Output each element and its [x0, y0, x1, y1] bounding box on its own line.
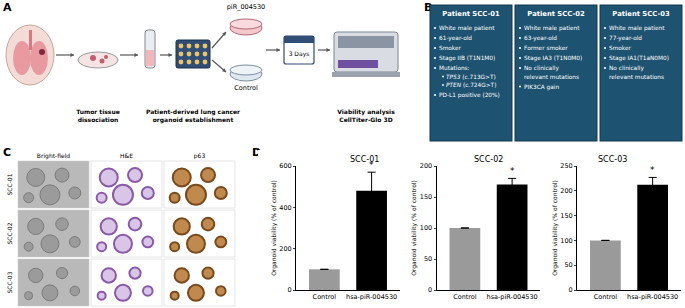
svg-text:D: D: [252, 146, 261, 159]
svg-text:3 Days: 3 Days: [289, 50, 310, 58]
svg-text:PD-L1 positive (20%): PD-L1 positive (20%): [439, 92, 500, 99]
svg-text:200: 200: [420, 162, 432, 170]
svg-text:Stage IA3 (T1N0M0): Stage IA3 (T1N0M0): [524, 55, 582, 62]
svg-text:White male patient: White male patient: [609, 25, 665, 32]
svg-text:200: 200: [560, 187, 572, 195]
svg-text:Bright-field: Bright-field: [37, 152, 71, 160]
svg-text:relevant mutations: relevant mutations: [524, 74, 579, 80]
svg-text:organoid establishment: organoid establishment: [153, 116, 234, 124]
svg-text:100: 100: [420, 224, 432, 232]
svg-text:100: 100: [560, 237, 572, 245]
svg-text:600: 600: [279, 162, 291, 170]
svg-text:Control: Control: [234, 84, 258, 92]
svg-text:hsa-piR-004530: hsa-piR-004530: [346, 293, 397, 301]
svg-text:Control: Control: [594, 293, 618, 301]
svg-text:PIK3CA gain: PIK3CA gain: [524, 84, 559, 91]
svg-text:Patient SCC-02: Patient SCC-02: [527, 10, 585, 18]
svg-text:Mutations:: Mutations:: [439, 65, 470, 71]
svg-text:77-year-old: 77-year-old: [609, 35, 642, 42]
svg-text:relevant mutations: relevant mutations: [609, 74, 664, 80]
svg-text:White male patient: White male patient: [524, 25, 580, 32]
svg-text:0: 0: [288, 286, 292, 294]
svg-text:61-year-old: 61-year-old: [439, 35, 472, 42]
svg-text:SCC-02: SCC-02: [6, 222, 13, 244]
svg-text:White male patient: White male patient: [439, 25, 495, 32]
svg-text:SCC-01: SCC-01: [6, 173, 13, 195]
svg-text:0: 0: [569, 286, 573, 294]
svg-text:200: 200: [279, 245, 291, 253]
svg-text:PTEN (c.724G>T): PTEN (c.724G>T): [446, 82, 496, 88]
svg-text:Patient SCC-01: Patient SCC-01: [442, 10, 500, 18]
svg-text:No clinically: No clinically: [524, 65, 559, 72]
svg-text:SCC-01: SCC-01: [350, 155, 379, 164]
svg-text:hsa-piR-004530: hsa-piR-004530: [487, 293, 538, 301]
svg-text:SCC-03: SCC-03: [6, 271, 13, 293]
svg-text:Smoker: Smoker: [439, 45, 462, 51]
svg-text:Viability analysis: Viability analysis: [337, 108, 395, 116]
svg-text:150: 150: [560, 212, 572, 220]
svg-text:250: 250: [560, 162, 572, 170]
svg-text:*: *: [650, 165, 655, 175]
svg-text:50: 50: [564, 261, 572, 269]
svg-text:Stage IIB (T1N1M0): Stage IIB (T1N1M0): [439, 55, 495, 62]
svg-text:Control: Control: [313, 293, 337, 301]
svg-text:50: 50: [424, 255, 432, 263]
svg-text:150: 150: [420, 193, 432, 201]
svg-text:TP53 (c.713G>T): TP53 (c.713G>T): [446, 74, 496, 80]
svg-text:No clinically: No clinically: [609, 65, 644, 72]
svg-text:A: A: [3, 1, 12, 14]
svg-text:dissociation: dissociation: [78, 116, 119, 123]
svg-text:H&E: H&E: [120, 152, 133, 159]
svg-text:*: *: [369, 160, 374, 170]
svg-text:SCC-02: SCC-02: [474, 155, 503, 164]
svg-text:63-year-old: 63-year-old: [524, 35, 557, 42]
svg-text:400: 400: [279, 204, 291, 212]
svg-text:Tumor tissue: Tumor tissue: [76, 108, 120, 115]
svg-text:CellTiter-Glo 3D: CellTiter-Glo 3D: [339, 116, 392, 123]
svg-text:p63: p63: [194, 152, 206, 160]
svg-text:Smoker: Smoker: [609, 45, 632, 51]
svg-text:hsa-piR-004530: hsa-piR-004530: [627, 293, 678, 301]
svg-text:Patient SCC-03: Patient SCC-03: [612, 10, 670, 18]
svg-text:Former smoker: Former smoker: [524, 45, 568, 51]
svg-text:Stage IA1(T1aN0M0): Stage IA1(T1aN0M0): [609, 55, 669, 62]
svg-text:*: *: [510, 166, 515, 176]
svg-text:C: C: [3, 146, 11, 159]
svg-text:SCC-03: SCC-03: [598, 155, 627, 164]
svg-text:0: 0: [428, 286, 432, 294]
svg-text:Organoid viability (% of contr: Organoid viability (% of control): [551, 180, 559, 276]
svg-text:piR_004530: piR_004530: [227, 3, 266, 11]
svg-text:Organoid viability (% of contr: Organoid viability (% of control): [410, 180, 418, 276]
svg-text:Patient-derived lung cancer: Patient-derived lung cancer: [146, 108, 240, 116]
svg-text:B: B: [424, 1, 433, 14]
svg-text:Organoid viability (% of contr: Organoid viability (% of control): [270, 180, 278, 276]
svg-text:Control: Control: [453, 293, 477, 301]
